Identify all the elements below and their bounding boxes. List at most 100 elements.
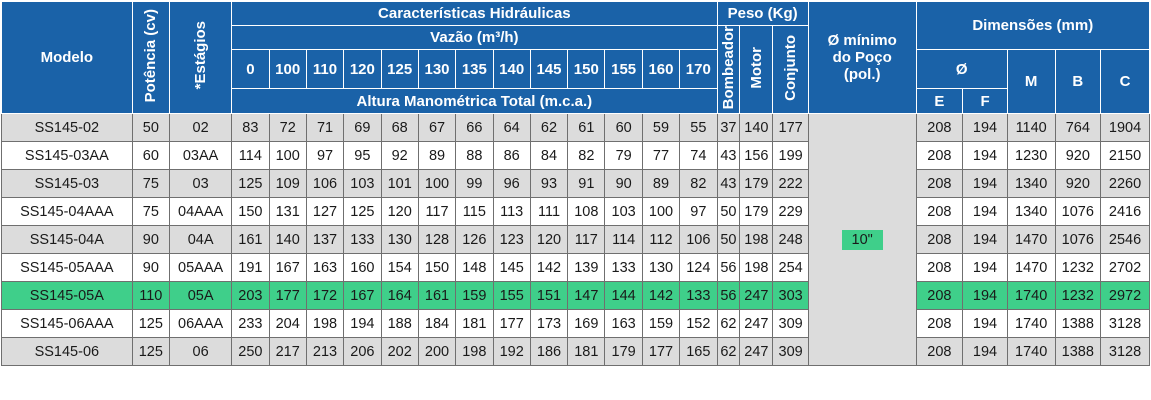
flow-header-cell: 110 xyxy=(305,48,345,90)
modelo-cell: SS145-06 xyxy=(1,337,133,367)
altura-cell: 142 xyxy=(641,281,681,311)
dim-b-cell: 764 xyxy=(1054,113,1102,143)
b-header: B xyxy=(1054,48,1102,115)
e-header: E xyxy=(915,88,964,115)
flow-header-cell: 120 xyxy=(343,48,382,90)
altura-cell: 89 xyxy=(641,169,681,199)
flow-header-cell: 130 xyxy=(417,48,457,90)
altura-cell: 163 xyxy=(305,253,345,283)
dim-f-cell: 194 xyxy=(962,337,1008,367)
conjunto-cell: 222 xyxy=(772,169,809,199)
altura-cell: 167 xyxy=(343,281,382,311)
altura-cell: 101 xyxy=(380,169,419,199)
bombeador-cell: 50 xyxy=(716,197,741,227)
altura-cell: 177 xyxy=(268,281,307,311)
bombeador-header: Bombeador xyxy=(716,24,741,115)
altura-cell: 148 xyxy=(455,253,494,283)
motor-cell: 247 xyxy=(739,281,774,311)
bombeador-cell: 37 xyxy=(716,113,741,143)
altura-cell: 108 xyxy=(567,197,606,227)
altura-cell: 117 xyxy=(567,225,606,255)
dim-m-cell: 1340 xyxy=(1006,169,1056,199)
dim-m-cell: 1470 xyxy=(1006,225,1056,255)
altura-cell: 59 xyxy=(641,113,681,143)
altura-cell: 159 xyxy=(455,281,494,311)
dim-b-cell: 1232 xyxy=(1054,281,1102,311)
dim-b-cell: 920 xyxy=(1054,169,1102,199)
potencia-cell: 75 xyxy=(131,169,170,199)
m-header: M xyxy=(1006,48,1056,115)
altura-cell: 131 xyxy=(268,197,307,227)
motor-label: Motor xyxy=(747,46,765,89)
altura-cell: 103 xyxy=(343,169,382,199)
altura-cell: 88 xyxy=(455,141,494,171)
estagios-cell: 02 xyxy=(168,113,233,143)
altura-cell: 206 xyxy=(343,337,382,367)
altura-cell: 133 xyxy=(604,253,643,283)
altura-cell: 133 xyxy=(343,225,382,255)
dim-f-cell: 194 xyxy=(962,169,1008,199)
altura-cell: 92 xyxy=(380,141,419,171)
conjunto-header: Conjunto xyxy=(772,24,809,115)
dim-f-cell: 194 xyxy=(962,281,1008,311)
altura-cell: 115 xyxy=(455,197,494,227)
modelo-cell: SS145-05AAA xyxy=(1,253,133,283)
altura-cell: 250 xyxy=(231,337,270,367)
modelo-cell: SS145-04AAA xyxy=(1,197,133,227)
bombeador-cell: 43 xyxy=(716,169,741,199)
altura-cell: 125 xyxy=(231,169,270,199)
dim-e-cell: 208 xyxy=(915,309,964,339)
altura-cell: 128 xyxy=(417,225,457,255)
peso-header: Peso (Kg) xyxy=(716,1,809,26)
dim-c-cell: 2546 xyxy=(1100,225,1150,255)
flow-header-cell: 150 xyxy=(567,48,606,90)
motor-cell: 156 xyxy=(739,141,774,171)
estagios-cell: 03 xyxy=(168,169,233,199)
f-header: F xyxy=(962,88,1008,115)
altura-cell: 111 xyxy=(529,197,569,227)
flow-header-cell: 140 xyxy=(492,48,531,90)
altura-cell: 82 xyxy=(567,141,606,171)
flow-header-cell: 100 xyxy=(268,48,307,90)
altura-cell: 61 xyxy=(567,113,606,143)
dim-c-cell: 2416 xyxy=(1100,197,1150,227)
table-row: SS145-03 75 03 125 109 106 103 101 100 99 96 93 91 90… xyxy=(1,169,1150,199)
potencia-cell: 60 xyxy=(131,141,170,171)
motor-cell: 247 xyxy=(739,337,774,367)
dim-b-cell: 920 xyxy=(1054,141,1102,171)
altura-cell: 90 xyxy=(604,169,643,199)
bombeador-cell: 50 xyxy=(716,225,741,255)
table-row: SS145-05AAA 90 05AAA 191 167 163 160 154 150 148 1… xyxy=(1,253,1150,283)
modelo-cell: SS145-03 xyxy=(1,169,133,199)
altura-cell: 204 xyxy=(268,309,307,339)
altura-cell: 130 xyxy=(380,225,419,255)
altura-cell: 114 xyxy=(231,141,270,171)
col-header-potencia: Potência (cv) xyxy=(131,0,170,115)
altura-cell: 161 xyxy=(231,225,270,255)
dim-c-cell: 3128 xyxy=(1100,309,1150,339)
flow-header-cell: 170 xyxy=(679,48,718,90)
conjunto-cell: 199 xyxy=(772,141,809,171)
modelo-cell: SS145-02 xyxy=(1,113,133,143)
modelo-cell: SS145-03AA xyxy=(1,141,133,171)
altura-cell: 68 xyxy=(380,113,419,143)
altura-cell: 113 xyxy=(492,197,531,227)
altura-cell: 69 xyxy=(343,113,382,143)
flow-header-cell: 155 xyxy=(604,48,643,90)
table-row: SS145-02 50 02 83 72 71 69 68 67 66 64 62 61 60 59 55 37… xyxy=(1,113,1150,367)
dim-c-cell: 1904 xyxy=(1100,113,1150,143)
altura-cell: 93 xyxy=(529,169,569,199)
altura-cell: 123 xyxy=(492,225,531,255)
conjunto-cell: 303 xyxy=(772,281,809,311)
potencia-cell: 90 xyxy=(131,253,170,283)
altura-cell: 79 xyxy=(604,141,643,171)
estagios-cell: 06 xyxy=(168,337,233,367)
flow-header-cell: 125 xyxy=(380,48,419,90)
flow-header-cell: 135 xyxy=(455,48,494,90)
dim-e-cell: 208 xyxy=(915,253,964,283)
altura-cell: 71 xyxy=(305,113,345,143)
altura-cell: 91 xyxy=(567,169,606,199)
dim-b-cell: 1076 xyxy=(1054,225,1102,255)
altura-cell: 97 xyxy=(305,141,345,171)
c-header: C xyxy=(1100,48,1150,115)
